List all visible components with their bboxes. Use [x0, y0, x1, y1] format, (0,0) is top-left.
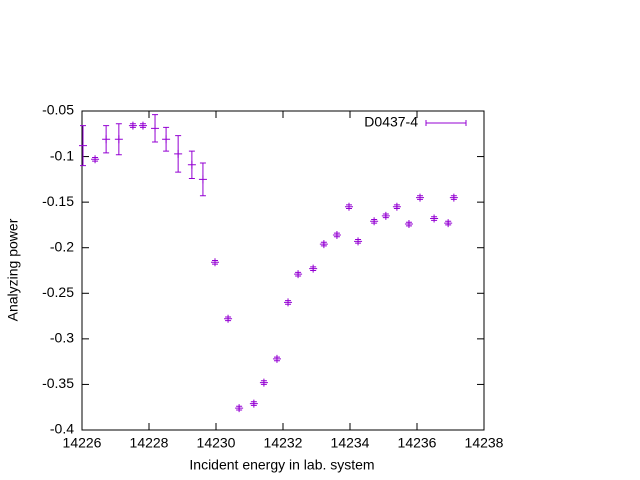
point	[198, 175, 207, 184]
point	[309, 264, 318, 273]
point	[392, 202, 401, 211]
point	[249, 399, 258, 408]
point	[416, 193, 425, 202]
y-tick-label: -0.15	[42, 193, 74, 209]
y-tick-label: -0.1	[50, 147, 74, 163]
x-tick-label: 14238	[465, 435, 504, 451]
y-tick-label: -0.05	[42, 102, 74, 118]
point	[235, 404, 244, 413]
point	[370, 217, 379, 226]
point	[174, 149, 183, 158]
point	[272, 354, 281, 363]
point	[332, 230, 341, 239]
point	[224, 314, 233, 323]
y-tick-label: -0.2	[50, 238, 74, 254]
legend-swatch	[425, 120, 467, 126]
point	[430, 214, 439, 223]
point	[102, 135, 111, 144]
point	[449, 193, 458, 202]
point	[187, 160, 196, 169]
y-tick-label: -0.4	[50, 421, 74, 437]
point	[210, 258, 219, 267]
y-tick-label: -0.35	[42, 375, 74, 391]
point	[162, 135, 171, 144]
point	[381, 211, 390, 220]
point	[294, 270, 303, 279]
y-tick-label: -0.3	[50, 330, 74, 346]
x-tick-label: 14232	[264, 435, 303, 451]
x-tick-label: 14230	[197, 435, 236, 451]
point	[91, 155, 100, 164]
point	[444, 219, 453, 228]
x-tick-label: 14234	[331, 435, 370, 451]
point	[79, 141, 88, 150]
point	[151, 124, 160, 133]
x-tick-label: 14226	[63, 435, 102, 451]
point	[404, 220, 413, 229]
point	[319, 240, 328, 249]
x-tick-label: 14228	[130, 435, 169, 451]
y-tick-label: -0.25	[42, 284, 74, 300]
point	[344, 202, 353, 211]
point	[354, 237, 363, 246]
point	[284, 298, 293, 307]
plot-border	[81, 110, 485, 431]
y-axis-label: Analyzing power	[5, 218, 21, 321]
x-axis-label: Incident energy in lab. system	[189, 457, 374, 473]
legend-label: D0437-4	[364, 114, 418, 130]
point	[138, 121, 147, 130]
x-tick-label: 14236	[398, 435, 437, 451]
point	[128, 121, 137, 130]
point	[114, 135, 123, 144]
point	[259, 378, 268, 387]
